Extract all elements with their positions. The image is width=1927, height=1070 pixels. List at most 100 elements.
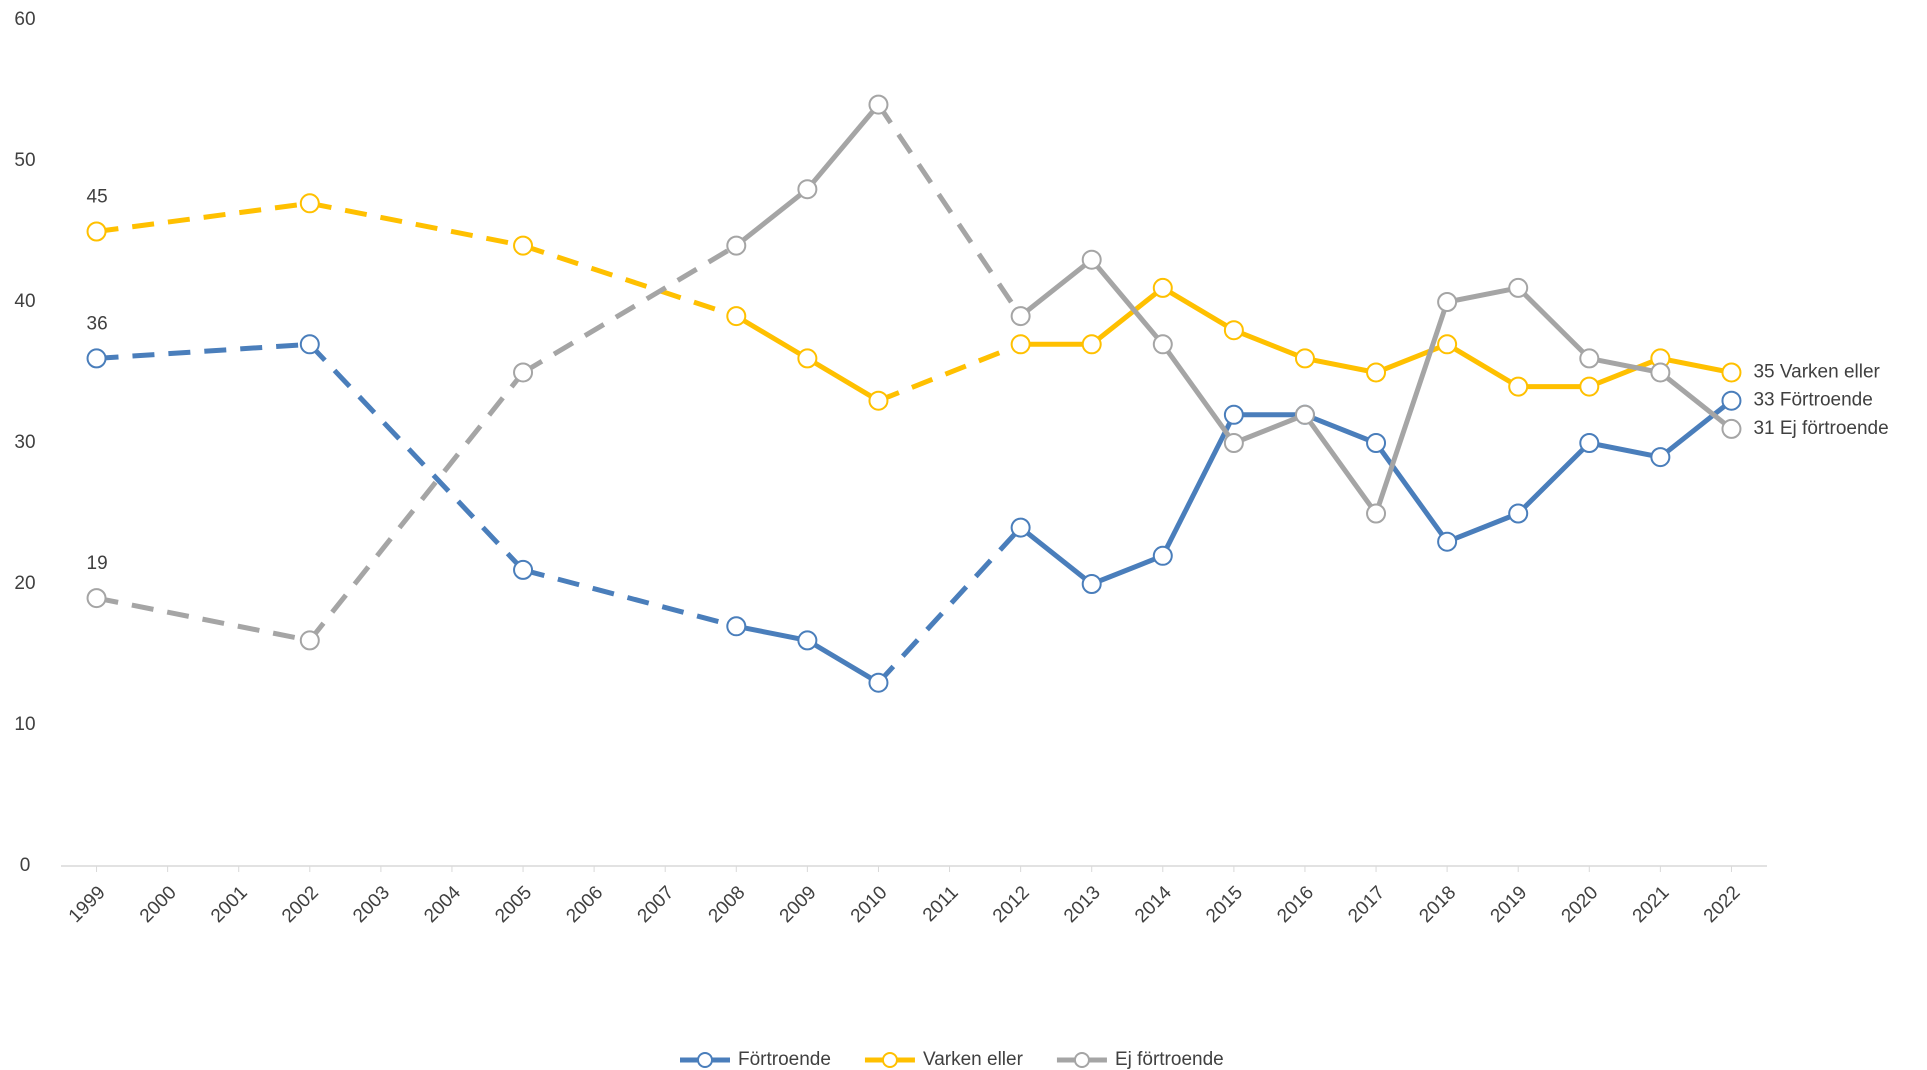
end-label-name: Förtroende <box>1780 390 1873 411</box>
point <box>726 235 747 256</box>
point <box>1437 334 1458 355</box>
x-tick-label: 2003 <box>349 882 394 927</box>
line-segment <box>1375 341 1449 375</box>
point <box>868 672 889 693</box>
point <box>726 306 747 327</box>
legend-label: Förtroende <box>738 1049 831 1070</box>
x-tick-label: 2011 <box>919 882 963 926</box>
end-label-value: 33 <box>1753 390 1774 411</box>
end-label-name: Ej förtroende <box>1780 418 1889 439</box>
point <box>513 559 534 580</box>
y-tick-label: 30 <box>14 432 35 453</box>
line-segment <box>1658 398 1734 460</box>
point <box>1366 433 1387 453</box>
point <box>1721 362 1742 383</box>
series <box>86 193 1742 411</box>
line-segment <box>877 341 1022 404</box>
line-segment <box>1090 553 1164 587</box>
x-tick-label: 1999 <box>65 882 110 927</box>
point <box>1152 334 1173 355</box>
line-segment <box>1588 356 1662 389</box>
data-label: 45 <box>87 187 108 208</box>
point <box>1294 404 1315 425</box>
line-segment <box>1588 355 1661 375</box>
line-segment <box>521 243 738 375</box>
x-tick-label: 2017 <box>1344 882 1389 927</box>
x-tick-label: 2020 <box>1558 882 1603 927</box>
point <box>299 193 320 214</box>
line-segment <box>1302 413 1379 515</box>
line-segment <box>522 567 737 629</box>
point <box>299 630 320 651</box>
point <box>1437 292 1458 312</box>
line-segment <box>735 623 808 643</box>
point <box>1579 376 1600 397</box>
line-segment <box>1304 355 1377 375</box>
x-tick-label: 2010 <box>847 882 892 927</box>
line-segment <box>1160 413 1237 557</box>
x-tick-label: 2022 <box>1700 882 1745 927</box>
point <box>86 348 107 369</box>
x-tick-label: 2004 <box>420 882 465 927</box>
point <box>86 221 107 242</box>
x-tick-label: 2002 <box>278 882 323 927</box>
y-tick-label: 60 <box>14 9 35 30</box>
end-label: 33 Förtroende <box>1753 390 1872 411</box>
line-segment <box>734 187 809 248</box>
legend-marker <box>881 1052 898 1068</box>
y-tick-label: 0 <box>20 855 31 876</box>
point <box>797 348 818 369</box>
data-label: 36 <box>87 313 108 334</box>
point <box>1508 277 1529 298</box>
x-tick-label: 2000 <box>136 882 181 927</box>
point <box>1508 376 1529 397</box>
point <box>868 390 889 411</box>
series <box>86 94 1742 651</box>
x-tick-label: 2008 <box>705 882 750 927</box>
end-label: 35 Varken eller <box>1753 362 1880 383</box>
line-segment <box>1659 355 1732 375</box>
x-tick-label: 2021 <box>1629 882 1674 927</box>
point <box>1081 249 1102 270</box>
line-segment <box>1588 440 1661 460</box>
x-tick-label: 2013 <box>1060 882 1105 927</box>
point <box>1081 334 1102 355</box>
point <box>1010 517 1031 538</box>
x-tick-label: 2005 <box>491 882 536 927</box>
x-tick-label: 2009 <box>776 882 821 927</box>
point <box>1579 433 1600 453</box>
line-segment <box>1658 370 1734 431</box>
point <box>1223 404 1244 425</box>
legend-label: Varken eller <box>923 1049 1024 1070</box>
line-segment <box>876 525 1023 685</box>
point <box>1366 362 1387 383</box>
legend-label: Ej förtroende <box>1115 1049 1224 1070</box>
x-tick-label: 2012 <box>989 882 1034 927</box>
y-tick-label: 20 <box>14 573 35 594</box>
point <box>1223 433 1244 453</box>
point <box>1366 503 1387 524</box>
point <box>513 362 534 383</box>
line-segment <box>1374 441 1450 544</box>
point <box>1579 348 1600 369</box>
point <box>1152 277 1173 298</box>
point <box>868 94 889 115</box>
point <box>299 334 320 355</box>
line-segment <box>1232 412 1306 446</box>
line-segment <box>96 595 311 643</box>
line-segment <box>309 200 524 249</box>
x-tick-label: 2019 <box>1487 882 1532 927</box>
end-label-value: 31 <box>1753 418 1774 439</box>
line-segment <box>1516 441 1592 516</box>
line-segment <box>735 313 809 361</box>
series <box>86 334 1742 693</box>
line-segment <box>307 370 525 642</box>
line-segment <box>1304 412 1377 446</box>
point <box>1010 334 1031 355</box>
line-segment <box>1516 286 1592 361</box>
point <box>1010 306 1031 327</box>
legend-marker <box>697 1052 713 1068</box>
end-label: 31 Ej förtroende <box>1753 418 1888 439</box>
point <box>1294 348 1315 369</box>
